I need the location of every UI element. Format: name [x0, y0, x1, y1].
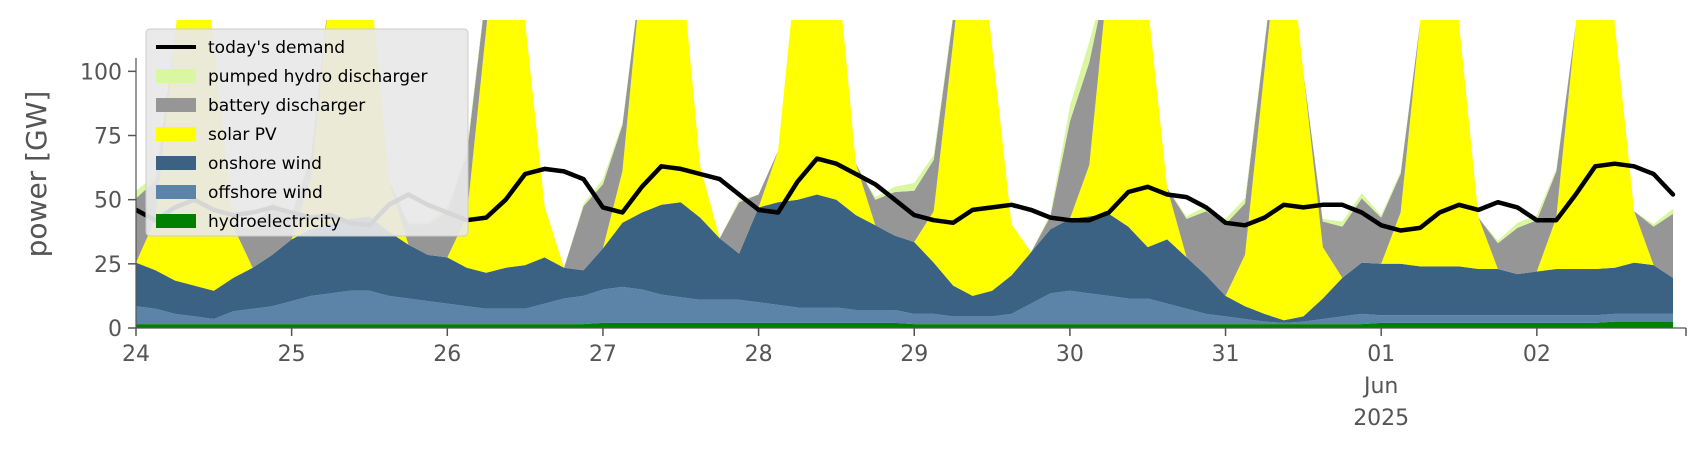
area-onshore-wind	[136, 194, 1673, 323]
x-tick-label: 26	[433, 342, 461, 367]
area-hydroelectricity	[136, 321, 1673, 328]
x-tick-label: 25	[278, 342, 306, 367]
legend-box	[145, 28, 469, 237]
legend-label-onshore-wind: onshore wind	[208, 154, 322, 174]
x-tick-label: 29	[900, 342, 928, 367]
legend-swatch-solar-pv	[156, 127, 196, 141]
legend-swatch-offshore-wind	[156, 185, 196, 199]
y-tick-label: 0	[108, 317, 122, 342]
y-axis-title: power [GW]	[20, 91, 53, 258]
legend-swatch-pumped-hydro-discharger	[156, 69, 196, 83]
legend-label-pumped-hydro-discharger: pumped hydro discharger	[208, 67, 427, 87]
x-tick-label: 31	[1212, 342, 1240, 367]
legend-swatch-battery-discharger	[156, 98, 196, 112]
y-tick-label: 75	[94, 125, 122, 150]
legend-swatch-hydroelectricity	[156, 214, 196, 228]
x-tick-label: 02	[1523, 342, 1551, 367]
legend-label-solar-pv: solar PV	[208, 125, 277, 145]
x-tick-label: 27	[589, 342, 617, 367]
x-tick-sublabel: Jun	[1362, 374, 1398, 399]
legend-label-battery-discharger: battery discharger	[208, 96, 365, 116]
y-tick-label: 25	[94, 253, 122, 278]
axes: 0 25 50 75 100 24 25 26 27 28 29 30 31 01 Jun 2025 02	[80, 58, 1687, 431]
y-tick-label: 100	[80, 60, 122, 85]
x-tick-label: 30	[1056, 342, 1084, 367]
area-offshore-wind	[136, 286, 1673, 325]
legend-swatch-onshore-wind	[156, 156, 196, 170]
area-battery-discharger	[136, 20, 1673, 296]
area-solar-pv	[136, 20, 1673, 321]
x-tick-sublabel: 2025	[1353, 406, 1409, 431]
x-tick-label: 01	[1367, 342, 1395, 367]
legend: today's demand pumped hydro discharger bat…	[145, 28, 469, 237]
legend-label-today-s-demand: today's demand	[208, 38, 345, 58]
stacked-areas	[136, 20, 1673, 328]
legend-label-offshore-wind: offshore wind	[208, 183, 323, 203]
y-tick-label: 50	[94, 189, 122, 214]
x-tick-label: 24	[122, 342, 150, 367]
x-tick-label: 28	[745, 342, 773, 367]
legend-label-hydroelectricity: hydroelectricity	[208, 212, 341, 232]
